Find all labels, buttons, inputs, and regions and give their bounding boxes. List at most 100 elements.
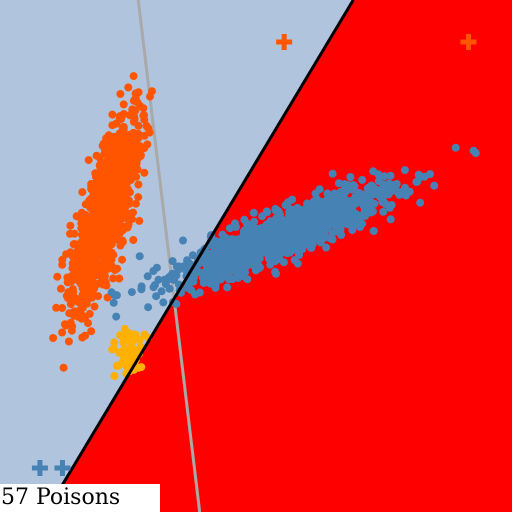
data-point-class-a	[112, 179, 121, 188]
poison-point	[108, 345, 117, 354]
data-point-class-a	[108, 155, 116, 164]
data-point-class-a	[140, 168, 149, 177]
data-point-class-a	[109, 251, 118, 259]
data-point-class-a	[102, 264, 111, 273]
poison-point	[137, 363, 146, 372]
data-point-class-b	[296, 236, 305, 245]
data-point-class-b	[179, 236, 187, 245]
data-point-class-a	[58, 255, 67, 264]
data-point-class-b	[292, 206, 301, 215]
data-point-class-a	[88, 206, 97, 214]
poison-point	[121, 331, 130, 340]
data-point-class-a	[103, 203, 112, 212]
data-point-class-a	[58, 304, 67, 312]
data-point-class-a	[135, 216, 144, 225]
data-point-class-b	[386, 171, 395, 180]
data-point-class-b	[231, 219, 239, 228]
data-point-class-a	[118, 222, 127, 231]
data-point-class-a	[126, 167, 135, 176]
data-point-class-a	[111, 221, 120, 230]
data-point-class-a	[97, 158, 106, 167]
data-point-class-a	[115, 129, 124, 138]
data-point-class-b	[381, 200, 390, 208]
data-point-class-b	[144, 303, 153, 312]
data-point-class-b	[275, 243, 284, 252]
data-point-class-a	[134, 144, 143, 153]
data-point-class-b	[387, 201, 396, 209]
data-point-class-b	[250, 217, 259, 226]
data-point-class-b	[451, 143, 460, 152]
data-point-class-a	[129, 236, 138, 244]
data-point-class-a	[85, 216, 94, 225]
data-point-class-b	[335, 225, 344, 234]
data-point-class-b	[311, 189, 320, 198]
data-point-class-b	[201, 260, 210, 269]
data-point-class-b	[284, 230, 293, 239]
data-point-class-b	[252, 241, 261, 250]
data-point-class-b	[365, 186, 374, 194]
data-point-class-a	[89, 260, 97, 269]
data-point-class-a	[68, 252, 77, 261]
data-point-class-b	[213, 252, 222, 261]
data-point-class-b	[402, 191, 410, 200]
data-point-class-b	[305, 224, 314, 233]
data-point-class-b	[288, 195, 297, 204]
data-point-class-b	[206, 279, 215, 288]
data-point-class-a	[94, 279, 103, 288]
data-point-class-b	[316, 217, 325, 226]
data-point-class-a	[108, 194, 117, 202]
data-point-class-b	[348, 225, 357, 234]
data-point-class-b	[112, 312, 121, 321]
data-point-class-a	[113, 264, 122, 273]
data-point-class-b	[328, 169, 337, 178]
poison-point	[110, 372, 119, 380]
data-point-class-a	[78, 188, 87, 197]
data-point-class-a	[125, 111, 134, 120]
data-point-class-b	[223, 283, 232, 292]
data-point-class-a	[83, 287, 92, 296]
plus-marker-class-a	[460, 33, 477, 50]
data-point-class-a	[123, 209, 132, 218]
data-point-class-a	[66, 221, 75, 230]
data-point-class-a	[68, 285, 77, 294]
data-point-class-b	[287, 245, 295, 254]
data-point-class-a	[87, 327, 96, 336]
data-point-class-a	[140, 131, 149, 140]
data-point-class-a	[70, 293, 79, 302]
data-point-class-b	[358, 175, 367, 184]
data-point-class-a	[115, 274, 124, 283]
data-point-class-a	[70, 229, 79, 238]
data-point-class-a	[116, 90, 125, 98]
data-point-class-b	[380, 172, 389, 181]
data-point-class-b	[222, 268, 231, 277]
data-point-class-b	[265, 225, 274, 234]
data-point-class-b	[386, 215, 395, 224]
data-point-class-a	[93, 172, 101, 181]
data-point-class-b	[356, 223, 364, 232]
data-point-class-a	[72, 212, 81, 221]
reference-line	[136, 0, 202, 512]
data-point-class-a	[133, 154, 142, 163]
data-point-class-a	[129, 72, 138, 81]
data-point-class-b	[334, 179, 343, 188]
data-point-class-b	[369, 227, 378, 235]
data-point-class-a	[59, 363, 68, 372]
data-point-class-b	[152, 292, 161, 301]
data-point-class-b	[249, 208, 258, 217]
data-point-class-b	[240, 263, 248, 272]
data-point-class-a	[83, 229, 91, 237]
data-point-class-a	[102, 167, 111, 176]
data-point-class-a	[109, 274, 118, 283]
data-point-class-b	[149, 283, 158, 292]
poison-point	[127, 344, 136, 353]
data-point-class-b	[232, 253, 241, 262]
data-point-class-b	[471, 149, 480, 157]
data-point-class-b	[303, 199, 312, 208]
data-point-class-b	[348, 185, 357, 194]
data-point-class-a	[124, 177, 133, 186]
data-point-class-a	[63, 278, 72, 287]
data-point-class-a	[68, 322, 77, 331]
data-point-class-a	[119, 123, 128, 132]
data-point-class-b	[305, 240, 314, 249]
data-point-class-b	[127, 288, 136, 297]
